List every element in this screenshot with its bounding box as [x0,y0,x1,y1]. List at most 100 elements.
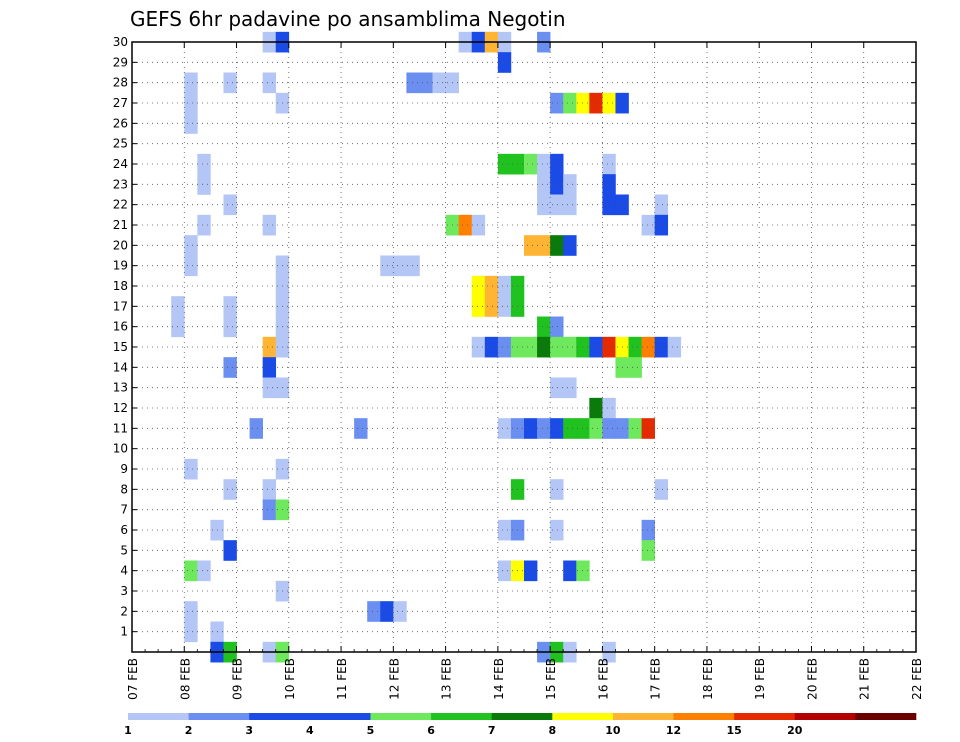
heatmap-cell [393,255,407,277]
heatmap-cell [589,92,603,114]
colorbar-swatch [612,713,674,720]
heatmap-cell [537,336,551,358]
heatmap-cell [550,174,564,195]
heatmap-cell [197,214,211,236]
heatmap-cell [197,560,211,582]
heatmap-cell [432,72,446,94]
heatmap-cell [563,377,577,399]
heatmap-cells [171,31,682,663]
x-tick-label: 11 FEB [335,658,349,700]
heatmap-cell [419,72,433,94]
y-tick-label: 2 [120,604,128,618]
heatmap-cell [497,275,512,297]
heatmap-cell [628,336,642,358]
heatmap-cell [602,153,616,175]
heatmap-cell [537,235,551,256]
heatmap-cell [550,519,564,541]
colorbar-swatch [673,713,735,720]
colorbar-label: 4 [306,724,314,737]
colorbar-swatch [491,713,553,720]
y-tick-label: 7 [120,503,128,517]
y-axis: 1234567891011121314151617181920212223242… [113,35,916,639]
y-tick-label: 4 [120,564,128,578]
x-tick-label: 22 FEB [910,658,924,700]
y-tick-label: 3 [120,584,128,598]
heatmap-cell [563,418,577,439]
x-tick-label: 10 FEB [283,658,297,700]
heatmap-cell [563,235,577,256]
heatmap-cell [262,72,277,94]
x-tick-label: 19 FEB [753,658,767,700]
colorbar-label: 20 [787,724,803,737]
heatmap-cell [497,153,512,175]
colorbar-swatch [734,713,796,720]
heatmap-cell [197,174,211,195]
heatmap-cell [184,92,198,114]
heatmap-cell [537,316,551,338]
heatmap-cell [184,601,198,622]
colorbar-label: 15 [726,724,741,737]
heatmap-cell [497,52,512,73]
heatmap-cell [550,377,564,399]
y-tick-label: 9 [120,462,128,476]
x-tick-label: 21 FEB [858,658,872,700]
y-tick-label: 15 [113,340,128,354]
heatmap-cell [524,560,538,582]
x-tick-label: 08 FEB [178,658,192,700]
y-tick-label: 25 [113,137,128,151]
colorbar-label: 12 [666,724,681,737]
heatmap-cell [223,540,237,561]
heatmap-cell [550,336,564,358]
heatmap-cell [563,92,577,114]
heatmap-cell [602,174,616,195]
y-tick-label: 19 [113,259,128,273]
heatmap-cell [406,255,420,277]
heatmap-cell [471,336,486,358]
y-tick-label: 13 [113,381,128,395]
heatmap-cell [563,336,577,358]
heatmap-cell [380,601,394,622]
x-axis: 07 FEB 08 FEB 09 FEB 10 FEB 11 FEB 12 FEB 13 F… [126,42,924,700]
heatmap-cell [602,194,616,216]
y-tick-label: 5 [120,543,128,557]
colorbar-swatch [794,713,856,720]
heatmap-cell [471,275,486,297]
grid [132,41,916,652]
heatmap-cell [641,214,655,236]
heatmap-cell [654,479,669,500]
heatmap-cell [524,153,538,175]
colorbar-label: 3 [245,724,253,737]
colorbar-label: 10 [605,724,621,737]
x-tick-label: 17 FEB [649,658,663,700]
heatmap-cell [628,357,642,378]
heatmap-cell [380,255,394,277]
heatmap-cell [184,235,198,256]
colorbar-swatch [431,713,492,720]
y-tick-label: 27 [113,96,128,110]
x-tick-label: 20 FEB [805,658,819,700]
heatmap-cell [406,72,420,94]
x-tick-label: 12 FEB [387,658,401,700]
y-tick-label: 21 [113,218,128,232]
heatmap-cell [497,296,512,317]
heatmap-cell [471,214,486,236]
heatmap-cell [484,275,499,297]
colorbar-swatch [855,713,917,720]
heatmap-cell [589,418,603,439]
colorbar-label: 5 [367,724,375,737]
y-tick-label: 8 [120,482,128,496]
x-tick-label: 09 FEB [231,658,245,700]
colorbar-label: 8 [548,724,556,737]
heatmap-cell [223,357,237,378]
y-tick-label: 24 [113,157,128,171]
y-tick-label: 17 [113,299,128,313]
heatmap-cell [550,235,564,256]
heatmap-cell [524,336,538,358]
heatmap-cell [184,458,198,480]
x-tick-label: 14 FEB [492,658,506,700]
heatmap-cell [641,540,655,561]
heatmap-cell [654,214,669,236]
colorbar-swatch [188,713,250,720]
heatmap-cell [602,336,616,358]
heatmap-cell [654,336,669,358]
